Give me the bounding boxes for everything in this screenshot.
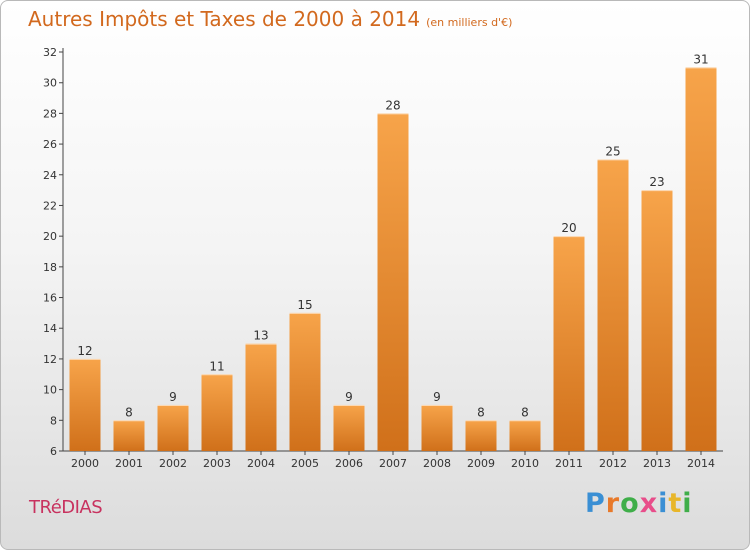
x-tick-label: 2003	[203, 457, 231, 470]
x-tick-label: 2008	[423, 457, 451, 470]
data-label: 23	[649, 175, 664, 189]
data-label: 11	[209, 359, 224, 373]
y-tick-label: 32	[43, 46, 57, 59]
y-tick-label: 30	[43, 77, 57, 90]
axes: 6 8 10 12 14 16 18 20 22 24 26 28 30 32 2000 2001 2002 20…	[43, 46, 723, 470]
bar	[289, 312, 321, 451]
y-tick-label: 22	[43, 199, 57, 212]
bar	[421, 404, 453, 451]
bar	[465, 420, 497, 451]
x-tick-label: 2005	[291, 457, 319, 470]
x-tick-label: 2007	[379, 457, 407, 470]
x-tick-label: 2010	[511, 457, 539, 470]
bar	[333, 404, 365, 451]
x-tick-label: 2002	[159, 457, 187, 470]
bar	[685, 67, 717, 451]
y-tick-label: 26	[43, 138, 57, 151]
chart-title: Autres Impôts et Taxes de 2000 à 2014 (en…	[28, 7, 512, 31]
y-tick-label: 20	[43, 230, 57, 243]
bar	[69, 358, 101, 451]
x-tick-label: 2001	[115, 457, 143, 470]
x-tick-label: 2000	[71, 457, 99, 470]
y-tick-label: 24	[43, 169, 57, 182]
proxiti-logo[interactable]: Proxiti	[585, 488, 693, 519]
y-tick-label: 10	[43, 384, 57, 397]
logo-letter: i	[658, 488, 669, 519]
logo-letter: t	[668, 488, 683, 519]
x-tick-label: 2006	[335, 457, 363, 470]
logo-letter: x	[639, 488, 659, 519]
bar	[641, 190, 673, 451]
data-label: 28	[385, 98, 400, 112]
data-label: 9	[433, 390, 441, 404]
data-label: 25	[605, 144, 620, 158]
data-label: 15	[297, 298, 312, 312]
bar	[201, 374, 233, 451]
data-label: 8	[477, 405, 485, 419]
data-label: 13	[253, 329, 268, 343]
x-tick-label: 2011	[555, 457, 583, 470]
x-tick-label: 2014	[687, 457, 715, 470]
y-tick-label: 8	[50, 414, 57, 427]
x-tick-label: 2013	[643, 457, 671, 470]
bar	[377, 113, 409, 451]
y-tick-label: 28	[43, 107, 57, 120]
data-label: 12	[77, 344, 92, 358]
location-name: TRéDIAS	[29, 497, 103, 518]
bar	[509, 420, 541, 451]
chart-title-text: Autres Impôts et Taxes de 2000 à 2014	[28, 7, 421, 31]
x-tick-label: 2012	[599, 457, 627, 470]
y-tick-label: 12	[43, 353, 57, 366]
y-tick-label: 14	[43, 322, 57, 335]
data-label: 31	[693, 52, 708, 66]
y-tick-label: 18	[43, 261, 57, 274]
data-label: 9	[169, 390, 177, 404]
bar	[113, 420, 145, 451]
data-label: 8	[521, 405, 529, 419]
x-tick-label: 2004	[247, 457, 275, 470]
logo-letter: i	[682, 488, 693, 519]
bar	[157, 404, 189, 451]
x-tick-label: 2009	[467, 457, 495, 470]
data-label: 8	[125, 405, 133, 419]
logo-letter: o	[620, 488, 640, 519]
bar	[597, 159, 629, 451]
logo-letter: P	[585, 488, 606, 519]
bar	[553, 236, 585, 451]
bars: 12 8 9 11 13 15 9 28 9 8 8 20 25 23 31	[69, 52, 717, 451]
unit-label: (en milliers d'€)	[426, 16, 513, 29]
bar	[245, 343, 277, 451]
data-label: 20	[561, 221, 576, 235]
data-label: 9	[345, 390, 353, 404]
y-tick-label: 16	[43, 292, 57, 305]
y-tick-label: 6	[50, 445, 57, 458]
logo-letter: r	[605, 488, 621, 519]
